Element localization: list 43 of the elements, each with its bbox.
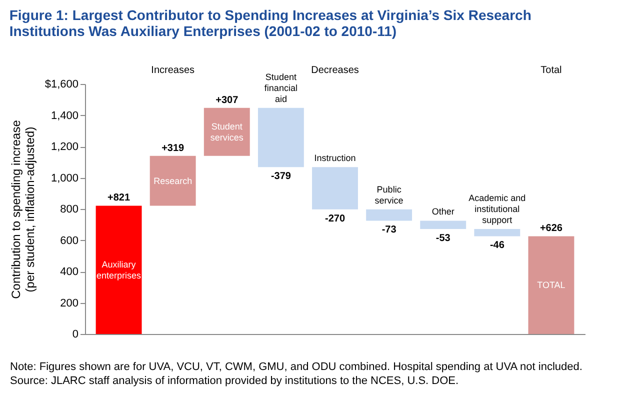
x-tick-label: Student financial aid xyxy=(264,72,298,104)
y-axis-title: Contribution to spending increase (per student, inflation-adjusted) xyxy=(8,120,37,299)
data-label: +821 xyxy=(108,192,130,204)
bar xyxy=(366,209,412,221)
x-tick-label: Student services xyxy=(210,121,244,142)
y-tick-label: 1,000 xyxy=(50,172,78,184)
data-label: +307 xyxy=(216,94,239,106)
y-tick-label: 1,200 xyxy=(50,141,78,153)
source-note: Source: JLARC staff analysis of information provided by institutions to the NCES, U.S. DOE. xyxy=(10,374,460,388)
y-tick-label: 0 xyxy=(72,328,78,340)
x-tick-label: Academic and institutional support xyxy=(468,193,526,225)
bar xyxy=(204,108,250,156)
text: Total xyxy=(540,65,562,76)
y-tick-label: 1,400 xyxy=(50,110,78,122)
chart-title: Figure 1: Largest Contributor to Spending Increases at Virginia’s Six Research Institutions Was Auxiliary Enterprises (2001-02 to 2010-11) xyxy=(9,7,532,39)
y-tick-label: $1,600 xyxy=(44,78,78,90)
text: Increases xyxy=(151,65,195,76)
x-tick-label: TOTAL xyxy=(537,280,566,290)
x-tick-label: Instruction xyxy=(314,153,356,164)
bar xyxy=(96,206,142,334)
text: Note: Figures shown are for UVA, VCU, VT, CWM, GMU, and ODU combined. Hospital spending at UVA not included. xyxy=(10,360,584,374)
bar xyxy=(474,229,520,236)
x-tick-label: Research xyxy=(154,176,192,186)
data-label: -270 xyxy=(324,213,346,224)
bar xyxy=(312,167,358,210)
data-label: +319 xyxy=(162,142,185,154)
x-tick-label: Public service xyxy=(374,184,404,206)
y-tick-label: 200 xyxy=(60,297,78,310)
y-tick-label: 800 xyxy=(60,204,78,216)
bar xyxy=(150,156,196,206)
y-tick-label: 600 xyxy=(60,234,78,247)
y-tick-label: 400 xyxy=(60,266,78,278)
data-label: -379 xyxy=(270,171,292,182)
data-label: +626 xyxy=(540,223,563,234)
x-tick-label: Other xyxy=(432,206,454,217)
data-label: -73 xyxy=(382,224,397,236)
bar xyxy=(258,108,304,168)
x-tick-label: Auxiliary enterprises xyxy=(96,259,142,280)
text: Decreases xyxy=(311,65,359,76)
bar xyxy=(420,220,466,229)
data-label: -53 xyxy=(436,233,451,244)
bar xyxy=(528,236,574,334)
data-label: -46 xyxy=(490,240,505,252)
